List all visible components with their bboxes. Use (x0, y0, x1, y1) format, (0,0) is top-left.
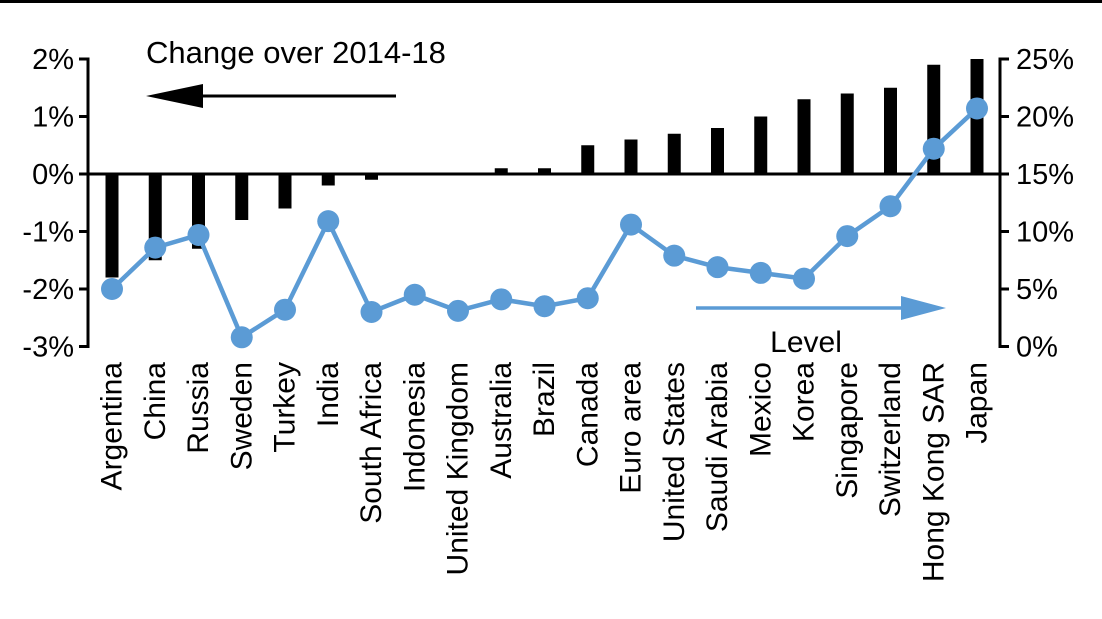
level-marker (533, 295, 556, 318)
level-marker (447, 299, 469, 322)
bar (754, 116, 768, 174)
category-labels: Argentina China Russia Sweden Turkey India Sou… (96, 362, 994, 582)
level-marker (230, 326, 253, 349)
left-arrow (146, 84, 396, 108)
left-axis-tick-label: 2% (32, 44, 74, 76)
category-label: Mexico (744, 362, 777, 457)
category-label: China (139, 362, 172, 441)
level-marker (620, 213, 642, 236)
category-label: Turkey (269, 362, 302, 453)
level-marker (101, 278, 123, 300)
category-label: Euro area (615, 362, 648, 494)
category-label: India (312, 362, 345, 427)
right-axis-tick-label: 25% (1016, 44, 1074, 76)
level-marker (749, 261, 772, 284)
category-label: Hong Kong SAR (917, 362, 950, 582)
right-arrow (696, 296, 946, 320)
category-label: Sweden (225, 362, 258, 470)
right-axis-tick-label: 15% (1016, 159, 1074, 191)
category-label: Switzerland (874, 362, 907, 517)
category-label: Brazil (528, 362, 561, 437)
bar (667, 133, 681, 174)
left-axis-tick-label: -3% (22, 332, 74, 364)
left-axis-tick-label: 0% (32, 159, 74, 191)
right-axis-tick-label: 0% (1016, 332, 1058, 364)
bar (711, 128, 724, 174)
category-label: Japan (961, 362, 994, 444)
level-marker (490, 288, 513, 311)
bar (840, 93, 854, 174)
axes: 2% 1% 0% -1% -2% -3% 25% 20% 15% 10% 5% 0% (22, 44, 1074, 364)
category-label: Argentina (96, 362, 129, 491)
level-marker (836, 225, 859, 248)
category-label: Indonesia (398, 362, 431, 492)
level-marker (922, 137, 945, 160)
category-label: Russia (182, 362, 215, 454)
level-marker (360, 301, 383, 323)
level-marker (187, 223, 210, 246)
category-label: Singapore (831, 362, 864, 499)
left-axis-tick-label: -1% (22, 217, 74, 249)
category-label: Saudi Arabia (701, 362, 734, 532)
bar (494, 168, 508, 174)
line-series-annotation: Level (770, 326, 842, 359)
category-label: Canada (571, 362, 604, 467)
category-label: South Africa (355, 362, 388, 524)
bar (538, 168, 551, 174)
bar (278, 174, 292, 209)
level-marker (274, 298, 296, 321)
bar-series-annotation: Change over 2014-18 (146, 35, 446, 70)
bar (581, 145, 595, 174)
right-axis-tick-label: 10% (1016, 217, 1074, 249)
left-axis-tick-label: 1% (32, 102, 74, 134)
level-marker (663, 244, 686, 267)
level-marker (793, 267, 815, 290)
bar (365, 174, 378, 180)
left-axis-tick-label: -2% (22, 274, 74, 306)
category-label: Australia (485, 362, 518, 479)
level-marker (879, 195, 902, 218)
level-marker (317, 210, 340, 233)
level-marker (966, 97, 988, 120)
bar (235, 174, 249, 220)
level-marker (576, 287, 599, 310)
right-axis-tick-label: 5% (1016, 274, 1058, 306)
line-series (101, 97, 988, 349)
level-marker (706, 256, 729, 279)
right-axis-tick-label: 20% (1016, 102, 1074, 134)
bar (321, 174, 335, 186)
bar (624, 139, 638, 174)
category-label: Korea (788, 362, 821, 442)
level-marker (144, 236, 167, 259)
figure-top-border (0, 0, 1102, 3)
category-label: United States (658, 362, 691, 542)
level-marker (403, 283, 426, 306)
category-label: United Kingdom (442, 362, 475, 575)
bar (797, 99, 811, 174)
bar (105, 174, 119, 278)
bar (884, 87, 897, 174)
